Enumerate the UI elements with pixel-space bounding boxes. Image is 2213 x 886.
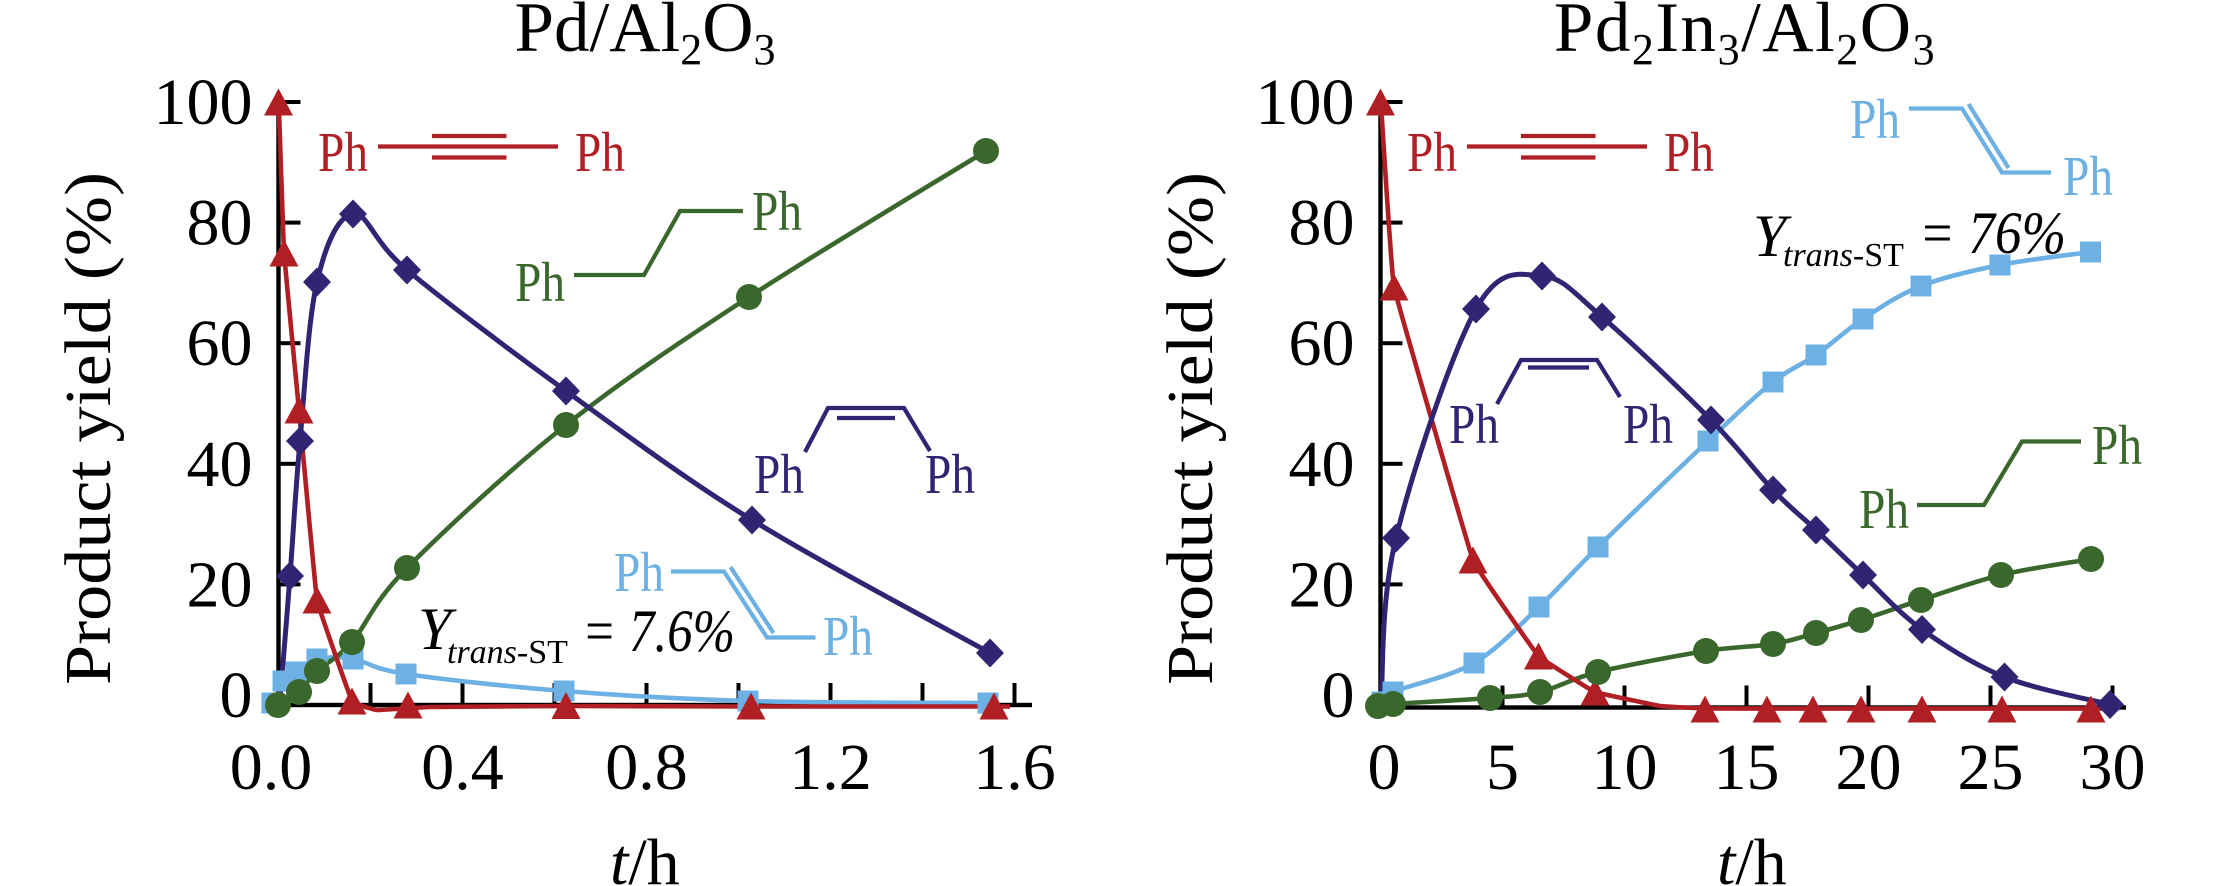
svg-text:100: 100: [154, 66, 253, 139]
svg-text:20: 20: [1289, 548, 1355, 621]
svg-text:20: 20: [187, 548, 253, 621]
svg-text:Ph: Ph: [2063, 146, 2113, 208]
svg-text:Pd/Al2O3: Pd/Al2O3: [515, 0, 776, 74]
svg-text:Y: Y: [418, 596, 457, 662]
svg-text:Product yield (%): Product yield (%): [52, 172, 125, 685]
svg-text:20: 20: [1836, 731, 1902, 804]
svg-text:40: 40: [1289, 428, 1355, 501]
svg-text:1.2: 1.2: [789, 731, 872, 804]
svg-text:t/h: t/h: [1717, 826, 1787, 886]
svg-text:Ph: Ph: [1623, 394, 1673, 456]
svg-text:Ph: Ph: [515, 252, 565, 314]
svg-text:100: 100: [1256, 66, 1355, 139]
svg-text:Ph: Ph: [925, 444, 975, 506]
svg-text:40: 40: [187, 428, 253, 501]
svg-text:80: 80: [1289, 187, 1355, 260]
svg-text:Ph: Ph: [823, 606, 873, 668]
svg-text:25: 25: [1958, 731, 2024, 804]
svg-text:Ph: Ph: [752, 181, 802, 243]
svg-text:Ph: Ph: [1664, 122, 1714, 184]
svg-text:15: 15: [1714, 731, 1780, 804]
svg-text:5: 5: [1486, 731, 1519, 804]
svg-text:Ph: Ph: [1850, 89, 1900, 151]
svg-text:Product yield (%): Product yield (%): [1154, 172, 1227, 685]
svg-text:80: 80: [187, 187, 253, 260]
svg-text:Ph: Ph: [575, 122, 625, 184]
svg-text:10: 10: [1592, 731, 1658, 804]
svg-text:Ph: Ph: [2092, 415, 2142, 477]
svg-text:0.0: 0.0: [230, 731, 313, 804]
svg-text:trans-ST: trans-ST: [447, 634, 568, 671]
svg-text:trans-ST: trans-ST: [1783, 237, 1904, 274]
svg-text:Pd2In3/Al2O3: Pd2In3/Al2O3: [1554, 0, 1936, 74]
svg-text:0.4: 0.4: [421, 731, 504, 804]
svg-text:30: 30: [2080, 731, 2146, 804]
svg-text:Ph: Ph: [1449, 394, 1499, 456]
svg-text:Ph: Ph: [614, 542, 664, 604]
svg-text:Ph: Ph: [1859, 479, 1909, 541]
svg-text:Ph: Ph: [318, 122, 368, 184]
svg-text:t/h: t/h: [610, 826, 680, 886]
svg-text:Ph: Ph: [754, 444, 804, 506]
svg-text:1.6: 1.6: [973, 731, 1056, 804]
svg-text:0: 0: [220, 659, 253, 732]
svg-text:0: 0: [1322, 659, 1355, 732]
svg-text:60: 60: [1289, 307, 1355, 380]
svg-text:0: 0: [1368, 731, 1401, 804]
svg-text:Ph: Ph: [1407, 122, 1457, 184]
svg-text:Y: Y: [1753, 203, 1792, 269]
svg-text:= 7.6%: = 7.6%: [582, 598, 735, 664]
svg-text:0.8: 0.8: [605, 731, 688, 804]
svg-text:60: 60: [187, 307, 253, 380]
